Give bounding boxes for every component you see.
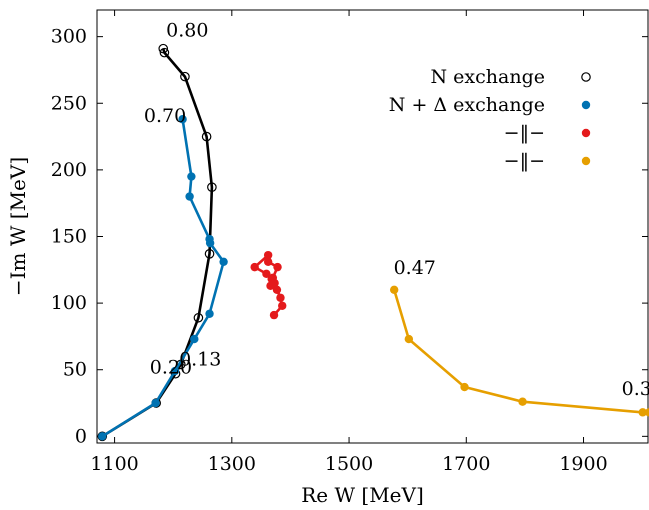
series-3-point: [263, 250, 273, 260]
x-tick-label: 1700: [442, 453, 490, 475]
series-4-point: [404, 334, 414, 344]
annotations: 0.80 0.70 0.47 0.200.13 0.35: [144, 20, 649, 400]
series-4-line: [392, 289, 649, 414]
series-1-point: [204, 249, 215, 259]
annotation-label: 0.47: [394, 257, 436, 279]
series-2-point: [185, 192, 194, 201]
series-4-point: [644, 408, 649, 417]
y-tick-label: 0: [75, 425, 87, 447]
x-tick-label: 1500: [325, 453, 373, 475]
series-3-point: [262, 269, 271, 278]
series-3-point: [263, 257, 273, 267]
series-1-point: [158, 43, 169, 54]
series-2-point: [190, 334, 199, 344]
legend-entry-label: N + Δ exchange: [389, 94, 545, 116]
legend-marker: [581, 72, 591, 82]
series-3: [250, 250, 287, 320]
series-3-point: [272, 285, 282, 294]
series-1: [97, 43, 217, 442]
y-axis-title: −Im W [MeV]: [6, 157, 30, 296]
annotation-label: 0.20: [150, 357, 192, 379]
series-group: [97, 43, 649, 442]
series-1-point: [180, 71, 190, 82]
annotation-label: 0.70: [144, 105, 186, 127]
x-tick-label: 1100: [90, 453, 138, 475]
annotation-label: 0.80: [166, 20, 208, 42]
axes: 1100 1300 1500 1700 1900 0 50 100 150 200 250 300 Re…: [6, 9, 649, 507]
series-2-point: [151, 398, 160, 408]
series-1-point: [159, 47, 170, 58]
series-3-point: [250, 262, 259, 272]
series-3-point: [276, 293, 285, 302]
series-4-point: [518, 397, 527, 406]
series-2-point: [205, 309, 214, 318]
series-2-point: [170, 366, 180, 376]
annotation-label: 0.13: [179, 349, 221, 371]
x-tick-label: 1300: [208, 453, 256, 475]
y-tick-label: 150: [51, 225, 87, 247]
legend-marker: [581, 156, 591, 166]
series-1-point: [201, 131, 212, 142]
series-2-point: [178, 115, 187, 124]
plot-frame: [96, 9, 649, 444]
series-2-point: [219, 257, 228, 267]
y-tick-label: 250: [51, 92, 87, 114]
y-tick-label: 50: [63, 359, 87, 381]
legend-marker: [581, 128, 591, 138]
series-2-point: [187, 172, 196, 181]
x-tick-label: 1900: [559, 453, 607, 475]
x-axis-title: Re W [MeV]: [301, 483, 424, 507]
series-4-point: [389, 285, 399, 294]
legend-entry-label: −‖−: [504, 150, 545, 172]
legend-entry-label: N exchange: [431, 66, 545, 88]
series-2-point: [98, 432, 107, 441]
series-1-point: [193, 312, 204, 323]
legend-marker: [581, 100, 591, 110]
series-1-line: [101, 48, 214, 438]
series-1-point: [207, 182, 217, 192]
series-3-point: [266, 281, 275, 290]
series-4: [389, 285, 649, 417]
y-tick-label: 200: [51, 159, 87, 181]
legend: N exchange N + Δ exchange −‖− −‖−: [389, 66, 591, 172]
annotation-label: 0.35: [622, 378, 649, 400]
series-2-point: [205, 234, 214, 244]
y-tick-label: 100: [51, 292, 87, 314]
series-3-point: [269, 310, 279, 320]
series-3-point: [278, 301, 287, 310]
legend-entry-label: −‖−: [504, 122, 545, 144]
series-4-point: [638, 408, 647, 417]
series-3-point: [273, 262, 282, 272]
y-tick-label: 300: [51, 26, 87, 48]
series-2: [98, 115, 228, 441]
series-4-point: [460, 382, 469, 392]
